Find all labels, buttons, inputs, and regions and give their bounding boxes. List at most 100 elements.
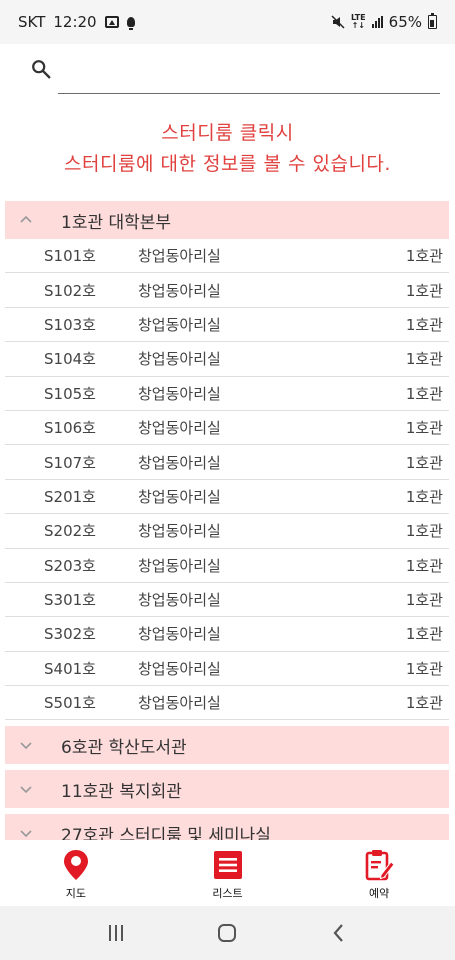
room-building: 1호관 (405, 659, 443, 678)
notice-text: 스터디룸 클릭시 스터디룸에 대한 정보를 볼 수 있습니다. (0, 118, 455, 180)
table-row[interactable]: S202호 창업동아리실 1호관 (5, 514, 449, 549)
nav-list-label: 리스트 (212, 887, 243, 900)
nav-reserve[interactable]: 예약 (303, 840, 455, 906)
room-number: S202호 (44, 522, 96, 541)
group-header-11[interactable]: 11호관 복지회관 (5, 770, 449, 809)
carrier-label: SKT (18, 13, 46, 31)
table-row[interactable]: S203호 창업동아리실 1호관 (5, 549, 449, 583)
table-row[interactable]: S301호 창업동아리실 1호관 (5, 583, 449, 618)
room-building: 1호관 (405, 522, 443, 541)
nav-map-label: 지도 (65, 887, 86, 900)
bulb-icon (126, 17, 135, 30)
back-icon[interactable] (327, 921, 351, 945)
table-row[interactable]: S201호 창업동아리실 1호관 (5, 480, 449, 515)
notice-line-2: 스터디룸에 대한 정보를 볼 수 있습니다. (64, 153, 391, 175)
room-number: S401호 (44, 659, 96, 678)
battery-icon (428, 13, 437, 29)
room-number: S101호 (44, 247, 96, 266)
recent-apps-icon[interactable] (104, 921, 128, 945)
nav-list[interactable]: 리스트 (152, 840, 304, 906)
room-type: 창업동아리실 (138, 591, 221, 610)
room-building: 1호관 (405, 591, 443, 610)
lte-label: LTE (350, 13, 366, 22)
room-building: 1호관 (405, 350, 443, 369)
search-icon[interactable] (30, 58, 52, 80)
room-type: 창업동아리실 (138, 522, 221, 541)
room-type: 창업동아리실 (138, 487, 221, 506)
clock: 12:20 (53, 13, 97, 31)
group-label: 6호관 학산도서관 (61, 737, 187, 758)
room-type: 창업동아리실 (138, 556, 221, 575)
table-row[interactable]: S501호 창업동아리실 1호관 (5, 686, 449, 721)
group-header-6[interactable]: 6호관 학산도서관 (5, 726, 449, 765)
room-type: 창업동아리실 (138, 453, 221, 472)
room-type: 창업동아리실 (138, 659, 221, 678)
room-number: S105호 (44, 384, 96, 403)
status-bar: SKT 12:20 LTE ↑↓ 65% (0, 0, 455, 44)
table-row[interactable]: S103호 창업동아리실 1호관 (5, 308, 449, 343)
table-row[interactable]: S302호 창업동아리실 1호관 (5, 617, 449, 652)
chevron-down-icon (20, 742, 32, 750)
table-row[interactable]: S401호 창업동아리실 1호관 (5, 652, 449, 687)
room-building: 1호관 (405, 556, 443, 575)
room-number: S203호 (44, 556, 96, 575)
room-building: 1호관 (405, 625, 443, 644)
table-row[interactable]: S107호 창업동아리실 1호관 (5, 445, 449, 480)
search-input[interactable] (58, 52, 440, 94)
group-header-1[interactable]: 1호관 대학본부 (5, 201, 449, 239)
battery-percent: 65% (388, 13, 422, 31)
room-building: 1호관 (405, 315, 443, 334)
room-building: 1호관 (405, 247, 443, 266)
room-building: 1호관 (405, 281, 443, 300)
room-type: 창업동아리실 (138, 247, 221, 266)
building-list: 1호관 대학본부 S101호 창업동아리실 1호관 S102호 창업동아리실 1… (5, 201, 449, 853)
room-type: 창업동아리실 (138, 625, 221, 644)
list-icon (213, 851, 242, 879)
room-building: 1호관 (405, 384, 443, 403)
room-type: 창업동아리실 (138, 694, 221, 713)
table-row[interactable]: S102호 창업동아리실 1호관 (5, 273, 449, 308)
table-row[interactable]: S104호 창업동아리실 1호관 (5, 342, 449, 377)
table-row[interactable]: S101호 창업동아리실 1호관 (5, 239, 449, 274)
status-left: SKT 12:20 (18, 13, 135, 31)
search-bar (28, 52, 440, 96)
group-label: 1호관 대학본부 (61, 212, 172, 233)
room-number: S106호 (44, 419, 96, 438)
chevron-down-icon (20, 830, 32, 838)
room-type: 창업동아리실 (138, 315, 221, 334)
room-type: 창업동아리실 (138, 281, 221, 300)
group-label: 11호관 복지회관 (61, 781, 182, 802)
room-number: S103호 (44, 315, 96, 334)
room-number: S201호 (44, 487, 96, 506)
bottom-nav: 지도 리스트 예약 (0, 840, 455, 906)
system-nav-bar (0, 906, 455, 960)
table-row[interactable]: S106호 창업동아리실 1호관 (5, 411, 449, 446)
room-type: 창업동아리실 (138, 350, 221, 369)
room-type: 창업동아리실 (138, 384, 221, 403)
nav-map[interactable]: 지도 (0, 840, 152, 906)
chevron-up-icon (20, 215, 32, 223)
clipboard-edit-icon (365, 850, 395, 881)
signal-icon (371, 16, 383, 28)
room-number: S301호 (44, 591, 96, 610)
room-building: 1호관 (405, 453, 443, 472)
mute-icon (331, 15, 345, 29)
lte-icon: LTE ↑↓ (350, 13, 366, 30)
home-icon[interactable] (215, 921, 239, 945)
status-right: LTE ↑↓ 65% (331, 13, 437, 31)
room-number: S302호 (44, 625, 96, 644)
room-building: 1호관 (405, 694, 443, 713)
map-pin-icon (63, 850, 88, 880)
image-icon (104, 16, 119, 28)
chevron-down-icon (20, 786, 32, 794)
room-number: S102호 (44, 281, 96, 300)
room-building: 1호관 (405, 419, 443, 438)
nav-reserve-label: 예약 (369, 887, 390, 900)
room-type: 창업동아리실 (138, 419, 221, 438)
room-number: S104호 (44, 350, 96, 369)
table-row[interactable]: S105호 창업동아리실 1호관 (5, 377, 449, 411)
room-building: 1호관 (405, 487, 443, 506)
room-number: S107호 (44, 453, 96, 472)
notice-line-1: 스터디룸 클릭시 (161, 122, 294, 144)
